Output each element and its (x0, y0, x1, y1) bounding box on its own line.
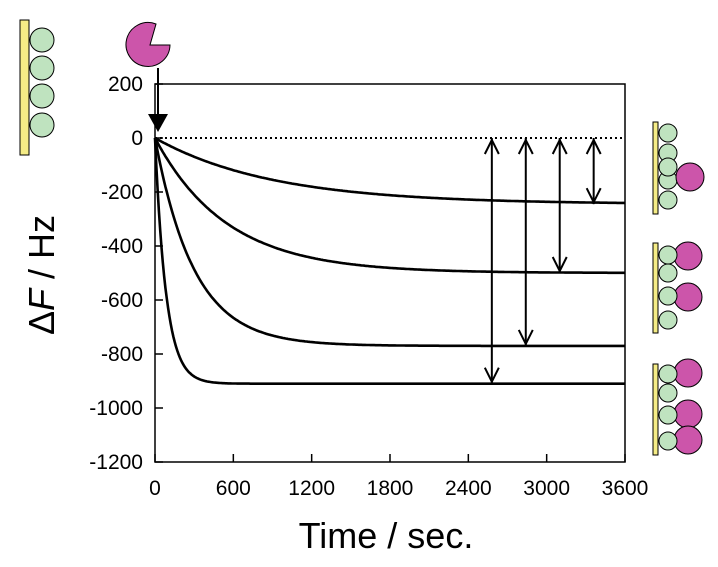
shift-arrowhead-bottom (483, 367, 500, 384)
y-tick-label: -1200 (89, 451, 143, 474)
shift-arrowhead-top (483, 137, 500, 155)
x-tick-label: 2400 (445, 477, 492, 500)
shift-arrowhead-top (517, 137, 534, 155)
binding-curve (153, 137, 625, 348)
shift-arrowhead-top (551, 137, 568, 155)
immobilized-sphere (658, 310, 678, 330)
y-tick-label: -200 (101, 181, 143, 204)
immobilized-sphere (29, 55, 55, 81)
x-tick-label: 1800 (367, 477, 414, 500)
analyte-bound (673, 358, 703, 388)
analyte-bound (673, 282, 703, 312)
y-axis-title-variable: F (21, 287, 62, 311)
immobilized-sphere (658, 383, 678, 403)
y-axis-title: ΔF / Hz (21, 215, 62, 335)
illustration-surface-3-bound (652, 358, 703, 456)
immobilized-sphere (658, 431, 678, 451)
x-tick-label: 600 (216, 477, 251, 500)
y-tick-label: 0 (131, 127, 143, 150)
immobilized-sphere (29, 27, 55, 53)
x-tick-label: 0 (149, 477, 161, 500)
substrate-plate (19, 19, 30, 156)
illustration-bare-surface (19, 19, 55, 156)
axis-tick-labels: 200 0 -200 -400 -600 -800 -1000 -1200 0 600 1200 18… (89, 73, 648, 500)
x-tick-label: 3600 (602, 477, 649, 500)
injection-arrowhead (148, 114, 168, 132)
immobilized-sphere (29, 83, 55, 109)
illustration-analyte (125, 22, 171, 132)
shift-arrowhead-bottom (585, 187, 602, 205)
immobilized-sphere (658, 364, 678, 384)
immobilized-sphere (658, 286, 678, 306)
immobilized-sphere (658, 123, 678, 143)
binding-curve (153, 137, 625, 385)
substrate-plate (652, 363, 659, 456)
y-tick-label: -600 (101, 289, 143, 312)
y-tick-label: -800 (101, 343, 143, 366)
immobilized-sphere (658, 157, 678, 177)
y-tick-label: -1000 (89, 397, 143, 420)
shift-arrow (551, 137, 568, 274)
binding-curve (154, 136, 625, 205)
substrate-plate (652, 242, 659, 334)
immobilized-sphere (658, 245, 678, 265)
analyte-bound (673, 399, 703, 429)
binding-curve (153, 137, 625, 275)
immobilized-sphere (658, 405, 678, 425)
y-axis-title-unit: / Hz (21, 215, 62, 289)
x-tick-label: 3000 (523, 477, 570, 500)
immobilized-sphere (658, 190, 678, 210)
analyte-bound (673, 425, 703, 455)
shift-arrow (585, 137, 602, 205)
shift-arrow (517, 137, 534, 347)
shift-arrowhead-bottom (517, 329, 534, 347)
y-tick-label: -400 (101, 235, 143, 258)
substrate-plate (652, 121, 659, 215)
shift-arrow (483, 137, 500, 384)
illustration-surface-1-bound (652, 121, 705, 215)
shift-arrows (483, 137, 602, 384)
analyte-bound (673, 241, 703, 271)
illustration-surface-2-bound (652, 241, 703, 334)
x-tick-label: 1200 (288, 477, 335, 500)
analyte-icon (125, 22, 171, 67)
binding-curves (153, 136, 625, 385)
shift-arrowhead-bottom (551, 256, 568, 274)
x-axis-title: Time / sec. (299, 515, 474, 556)
shift-arrowhead-top (585, 137, 602, 155)
immobilized-sphere (658, 263, 678, 283)
y-tick-label: 200 (108, 73, 143, 96)
immobilized-sphere (29, 112, 55, 138)
analyte-bound (675, 162, 705, 192)
y-axis-title-delta: Δ (21, 311, 62, 335)
